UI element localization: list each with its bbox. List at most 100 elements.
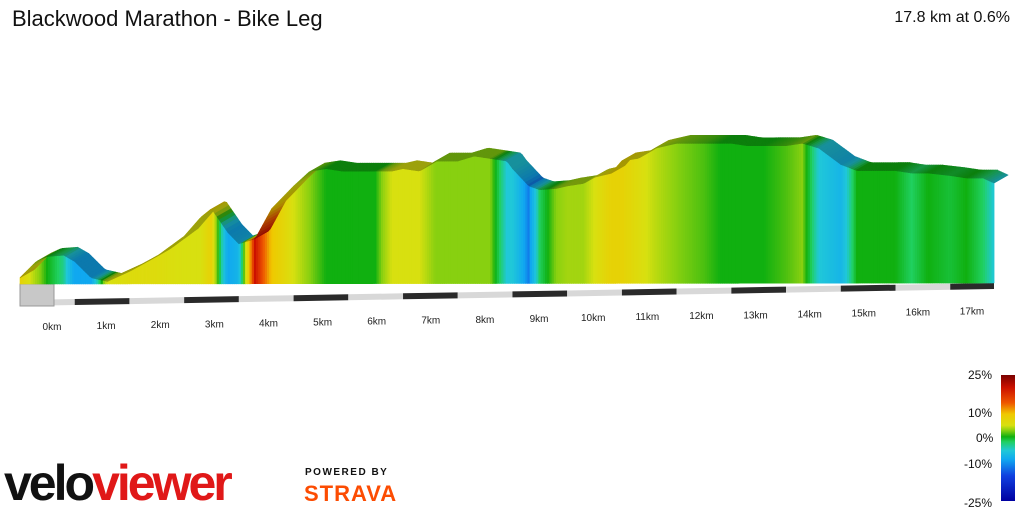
profile-slice bbox=[352, 170, 356, 284]
profile-slice bbox=[947, 174, 951, 284]
profile-slice bbox=[989, 180, 993, 284]
profile-slice bbox=[693, 143, 697, 284]
x-tick-label: 17km bbox=[960, 307, 984, 318]
profile-slice bbox=[549, 188, 553, 284]
profile-slice bbox=[299, 177, 303, 285]
profile-slice bbox=[527, 184, 531, 284]
legend-label-minus-10: -10% bbox=[964, 457, 993, 471]
profile-slice bbox=[610, 170, 614, 284]
profile-slice bbox=[658, 146, 662, 284]
profile-slice bbox=[982, 177, 986, 284]
profile-slice bbox=[48, 255, 51, 285]
profile-slice bbox=[682, 143, 686, 284]
profile-slice bbox=[914, 172, 918, 284]
profile-slice bbox=[702, 142, 706, 284]
elevation-profile-chart: 0km 1km 2km 3km 4km 5km 6km 7km 8km 9km 10km 11km 12… bbox=[19, 134, 1009, 333]
profile-slice bbox=[921, 172, 925, 284]
profile-slice bbox=[809, 145, 813, 284]
profile-slice bbox=[715, 142, 719, 284]
profile-slice bbox=[94, 278, 97, 285]
profile-slice bbox=[615, 165, 618, 284]
profile-slice bbox=[783, 145, 787, 284]
profile-slice bbox=[363, 170, 367, 284]
profile-slice bbox=[74, 260, 78, 285]
profile-slice bbox=[978, 177, 982, 284]
profile-slice bbox=[256, 232, 259, 285]
profile-slice bbox=[450, 160, 454, 284]
profile-slice bbox=[509, 164, 513, 284]
profile-slice bbox=[706, 142, 710, 284]
elevation-top-group bbox=[19, 134, 1009, 282]
x-tick-label: 8km bbox=[475, 315, 494, 326]
profile-slice bbox=[404, 168, 408, 284]
profile-slice bbox=[453, 160, 456, 284]
profile-slice bbox=[792, 144, 796, 284]
x-tick-label: 0km bbox=[43, 322, 62, 333]
profile-slice bbox=[534, 187, 537, 284]
veloviewer-logo: veloviewer bbox=[4, 455, 235, 508]
profile-slice bbox=[393, 169, 397, 284]
profile-slice bbox=[291, 185, 294, 285]
profile-slice bbox=[917, 172, 920, 284]
profile-slice bbox=[321, 168, 325, 284]
profile-slice bbox=[501, 159, 505, 284]
powered-by-label: POWERED BY bbox=[305, 467, 389, 478]
profile-slice bbox=[564, 185, 568, 284]
profile-slice bbox=[669, 143, 673, 284]
profile-slice bbox=[144, 261, 148, 285]
profile-slice bbox=[726, 142, 730, 284]
profile-slice bbox=[488, 157, 491, 284]
profile-slice bbox=[253, 235, 257, 285]
profile-slice bbox=[323, 168, 327, 284]
profile-slice bbox=[941, 174, 944, 284]
profile-slice bbox=[945, 174, 949, 284]
profile-slice bbox=[744, 144, 747, 284]
profile-slice bbox=[402, 168, 406, 284]
profile-slice bbox=[755, 145, 758, 284]
profile-slice bbox=[369, 170, 373, 284]
profile-slice bbox=[678, 143, 682, 284]
profile-slice bbox=[877, 170, 881, 284]
ground-band-10 bbox=[567, 289, 622, 297]
x-tick-label: 12km bbox=[689, 311, 713, 322]
profile-slice bbox=[584, 181, 588, 284]
profile-slice bbox=[752, 145, 756, 284]
profile-slice bbox=[413, 169, 417, 284]
profile-slice bbox=[345, 170, 349, 284]
profile-slice bbox=[654, 147, 658, 284]
profile-slice bbox=[337, 169, 340, 284]
profile-slice bbox=[177, 238, 181, 285]
profile-slice bbox=[689, 143, 693, 284]
profile-slice bbox=[879, 170, 883, 284]
profile-slice bbox=[923, 172, 927, 284]
x-tick-label: 5km bbox=[313, 318, 332, 329]
profile-slice bbox=[302, 175, 305, 285]
profile-slice bbox=[873, 170, 877, 284]
profile-slice bbox=[431, 161, 434, 284]
profile-slice bbox=[496, 159, 500, 284]
profile-slice bbox=[700, 142, 704, 284]
profile-slice bbox=[137, 264, 141, 285]
x-tick-label: 9km bbox=[530, 314, 549, 325]
profile-slice bbox=[555, 187, 559, 284]
profile-slice bbox=[857, 170, 861, 284]
profile-slice bbox=[774, 145, 778, 284]
profile-slice bbox=[385, 170, 389, 284]
profile-slice bbox=[853, 168, 857, 284]
profile-slice bbox=[61, 254, 65, 285]
profile-slice bbox=[63, 254, 67, 285]
profile-slice bbox=[341, 170, 345, 284]
profile-slice bbox=[741, 144, 745, 284]
profile-slice bbox=[131, 268, 135, 285]
profile-slice bbox=[157, 253, 161, 285]
profile-slice bbox=[599, 175, 603, 284]
profile-slice bbox=[407, 168, 410, 284]
ground-band-2 bbox=[129, 297, 185, 305]
ground-band-13 bbox=[731, 286, 787, 294]
profile-slice bbox=[59, 255, 62, 285]
profile-slice bbox=[952, 175, 955, 284]
profile-slice bbox=[733, 143, 737, 284]
profile-slice bbox=[207, 209, 211, 285]
profile-slice bbox=[472, 155, 476, 284]
profile-slice bbox=[124, 271, 128, 285]
